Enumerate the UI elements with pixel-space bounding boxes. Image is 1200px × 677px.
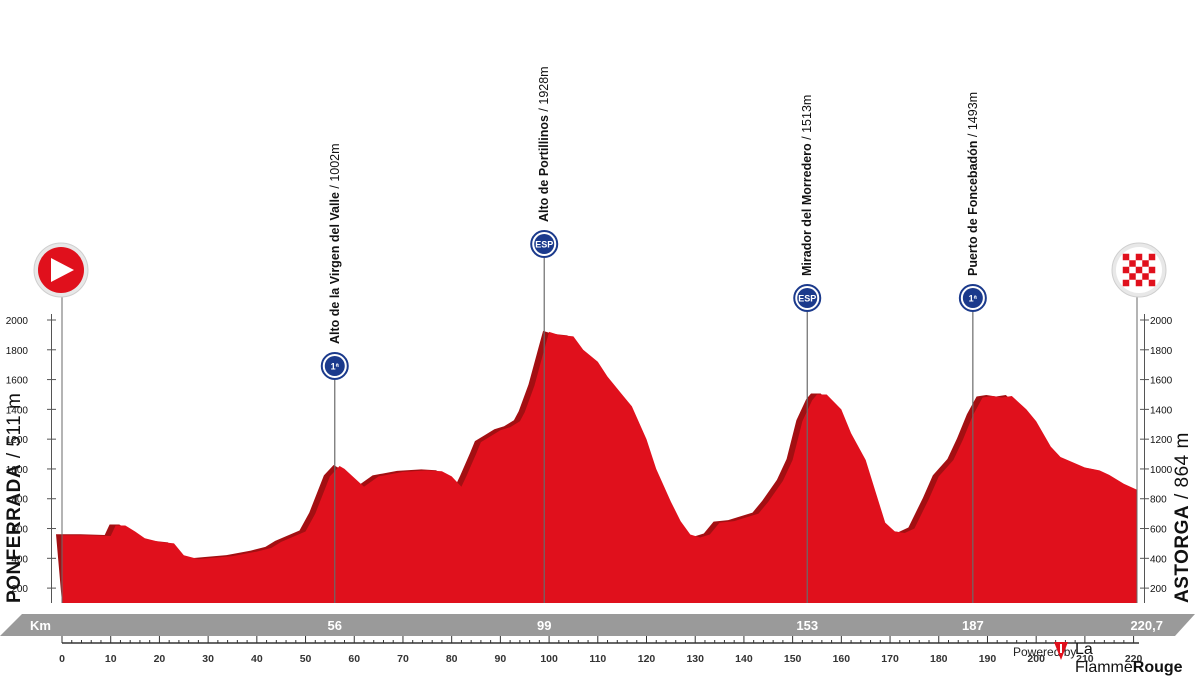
climb-km-label: 56	[328, 618, 342, 633]
checker-square	[1148, 253, 1156, 261]
checker-square	[1148, 279, 1156, 287]
x-tick-label: 50	[300, 653, 312, 665]
x-tick-label: 60	[348, 653, 360, 665]
y-tick-label: 600	[11, 525, 28, 536]
x-tick-label: 210	[1076, 653, 1094, 665]
climbs-layer: 1ª Alto de la Virgen del Valle / 1002m ESP…	[320, 66, 987, 603]
x-tick-label: 120	[638, 653, 656, 665]
checker-square	[1122, 279, 1130, 287]
x-tick-label: 110	[589, 653, 606, 665]
y-tick-label: 1600	[1150, 376, 1173, 387]
y-tick-label: 1600	[6, 376, 29, 387]
y-tick-label: 1000	[1150, 465, 1173, 476]
x-tick-label: 190	[979, 653, 997, 665]
y-tick-label: 2000	[1150, 316, 1173, 327]
checker-square	[1148, 266, 1156, 274]
x-tick-label: 20	[154, 653, 166, 665]
climb-badge-inner	[534, 234, 555, 254]
climb-badge-inner	[962, 288, 983, 308]
climb-category-label: ESP	[535, 240, 553, 250]
climb-badge-inner	[324, 356, 345, 376]
y-tick-label: 400	[11, 554, 28, 565]
checker-square	[1142, 260, 1149, 267]
checker-square	[1122, 266, 1130, 274]
y-tick-label: 1200	[1150, 435, 1173, 446]
climb-category-label: ESP	[798, 294, 816, 304]
climb-km-label: 99	[537, 618, 551, 633]
km-band-bar	[0, 614, 1195, 636]
x-tick-label: 10	[105, 653, 117, 665]
x-tick-label: 160	[833, 653, 851, 665]
climb-name-label: Mirador del Morredero / 1513m	[800, 95, 814, 276]
checker-square	[1142, 273, 1149, 280]
km-band: Km 220,7 56 99 153 187	[0, 614, 1195, 636]
climb-km-label: 153	[796, 618, 818, 633]
x-tick-label: 0	[59, 653, 65, 665]
checker-square	[1129, 260, 1136, 267]
y-tick-label: 200	[1150, 584, 1167, 595]
y-axis-left: 200 400 600 800 1000 1200 1400 1600 1800 2000	[6, 314, 56, 603]
checker-square	[1135, 266, 1143, 274]
climb-category-label: 1ª	[331, 362, 340, 372]
km-band-total: 220,7	[1130, 618, 1163, 633]
climb-category-label: 1ª	[969, 294, 978, 304]
x-tick-label: 90	[495, 653, 507, 665]
km-band-label: Km	[30, 618, 51, 633]
x-tick-label: 220	[1125, 653, 1143, 665]
endpoints: PONFERRADA / 511 m ASTORGA / 864 m	[4, 242, 1193, 603]
y-axis-right: 200 400 600 800 1000 1200 1400 1600 1800 2000	[1140, 314, 1173, 603]
finish-label: ASTORGA / 864 m	[1172, 432, 1193, 603]
y-tick-label: 400	[1150, 554, 1167, 565]
play-triangle-icon	[51, 258, 74, 282]
x-tick-label: 170	[881, 653, 899, 665]
y-tick-label: 1000	[6, 465, 29, 476]
checker-square	[1122, 253, 1130, 261]
x-tick-label: 40	[251, 653, 263, 665]
y-tick-label: 1800	[6, 346, 29, 357]
y-tick-label: 800	[1150, 495, 1167, 506]
x-axis: 0 10 20 30 40 50 60 70 80 90 100 110 120 130 140 150 160…	[59, 636, 1143, 665]
checker-square	[1129, 273, 1136, 280]
climb-name-label: Alto de la Virgen del Valle / 1002m	[328, 143, 342, 344]
profile-area	[62, 331, 1137, 603]
climb-name-label: Alto de Portillinos / 1928m	[537, 66, 551, 222]
x-tick-label: 180	[930, 653, 948, 665]
profile-layer	[56, 330, 1137, 603]
checker-square	[1135, 253, 1143, 261]
checker-square	[1135, 279, 1143, 287]
x-tick-label: 130	[686, 653, 704, 665]
y-tick-label: 1400	[6, 405, 29, 416]
climb-name-label: Puerto de Foncebadón / 1493m	[966, 92, 980, 276]
x-tick-label: 80	[446, 653, 458, 665]
climb-km-label: 187	[962, 618, 984, 633]
y-tick-label: 2000	[6, 316, 29, 327]
flame-logo-icon	[1054, 642, 1068, 660]
y-tick-label: 1400	[1150, 405, 1173, 416]
y-tick-label: 600	[1150, 525, 1167, 536]
y-tick-label: 1200	[6, 435, 29, 446]
climb-badge-inner	[797, 288, 818, 308]
y-tick-label: 1800	[1150, 346, 1173, 357]
x-tick-label: 70	[397, 653, 409, 665]
x-tick-label: 140	[735, 653, 753, 665]
x-tick-label: 30	[202, 653, 214, 665]
x-tick-label: 200	[1027, 653, 1045, 665]
x-tick-label: 100	[540, 653, 558, 665]
y-tick-label: 800	[11, 495, 28, 506]
x-tick-label: 150	[784, 653, 802, 665]
y-tick-label: 200	[11, 584, 28, 595]
start-label: PONFERRADA / 511 m	[4, 393, 25, 603]
brand-name: La FlammeRouge	[1075, 641, 1183, 676]
